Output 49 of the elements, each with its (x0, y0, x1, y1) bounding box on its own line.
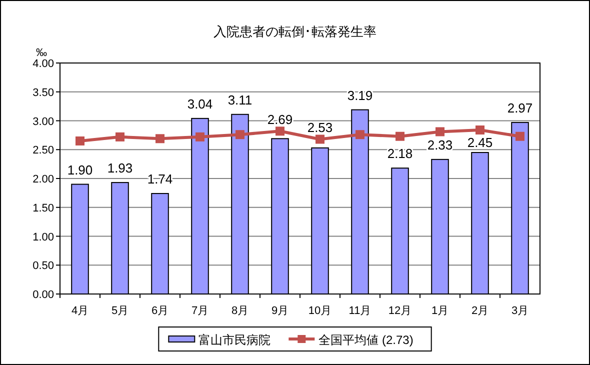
data-label: 2.45 (467, 134, 493, 150)
x-tick-label: 12月 (388, 305, 412, 317)
x-tick-label: 6月 (151, 305, 169, 317)
point (436, 127, 444, 136)
data-label: 1.74 (147, 172, 173, 187)
point (156, 134, 164, 144)
point (316, 134, 324, 144)
y-tick-label: 0.50 (32, 260, 54, 272)
point (116, 132, 124, 142)
data-label: 3.19 (347, 88, 373, 103)
x-tick-label: 4月 (71, 305, 89, 317)
x-tick-label: 9月 (271, 305, 289, 317)
data-label: 2.33 (427, 137, 453, 152)
x-tick-label: 10月 (308, 305, 332, 317)
x-tick-label: 8月 (231, 305, 249, 317)
data-label: 3.11 (228, 92, 252, 108)
point (516, 132, 524, 141)
data-label: 2.97 (507, 100, 533, 116)
y-tick-label: 1.00 (32, 231, 54, 244)
y-tick-label: 3.50 (32, 86, 54, 99)
point (276, 126, 284, 136)
point (356, 130, 364, 140)
legend-label: 富山市民病院 (198, 333, 271, 347)
point (396, 132, 404, 141)
y-tick-label: 0.00 (32, 289, 54, 301)
x-tick-label: 2月 (471, 305, 489, 317)
data-label: 2.69 (267, 112, 293, 128)
data-label: 1.90 (67, 162, 93, 178)
point (196, 132, 204, 142)
y-tick-label: 2.00 (32, 174, 54, 186)
y-tick-label: 3.00 (32, 116, 54, 128)
point (476, 125, 484, 134)
data-label: 1.93 (107, 160, 133, 176)
y-axis-title: ‰ (36, 47, 47, 59)
point (236, 130, 244, 140)
point (76, 136, 84, 146)
data-label: 3.04 (187, 96, 213, 112)
legend-label: 全国平均値 (2.73) (318, 333, 414, 347)
x-tick-label: 7月 (191, 305, 209, 317)
x-tick-label: 1月 (431, 305, 449, 317)
x-tick-label: 3月 (511, 305, 529, 317)
y-tick-label: 4.00 (32, 58, 54, 70)
data-label: 2.53 (307, 120, 333, 136)
y-tick-label: 1.50 (32, 202, 54, 214)
y-tick-label: 2.50 (32, 144, 54, 157)
chart-title: 入院患者の転倒･転落発生率 (214, 24, 376, 39)
data-label: 2.18 (387, 146, 413, 162)
x-tick-label: 5月 (111, 305, 129, 317)
x-tick-label: 11月 (348, 305, 372, 317)
